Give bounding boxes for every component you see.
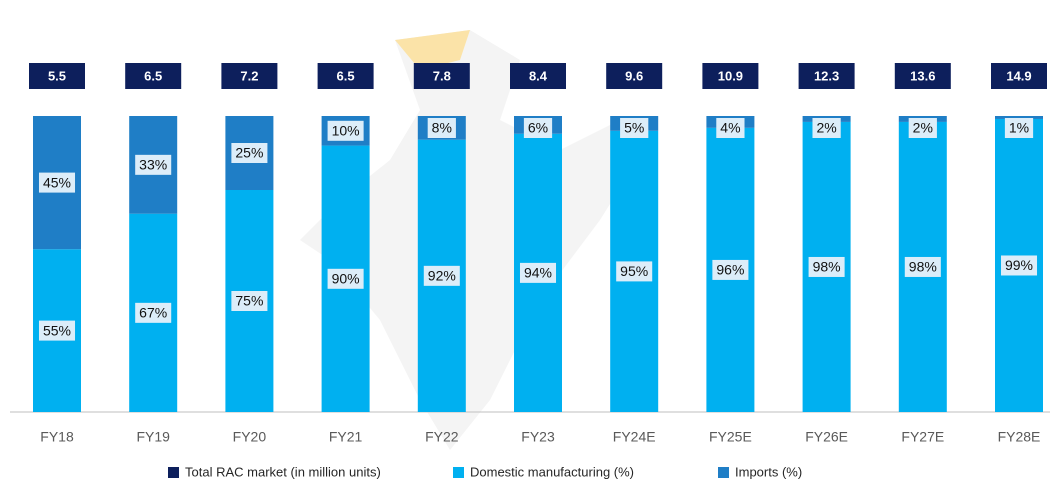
total-box <box>125 63 182 89</box>
total-box <box>317 63 374 89</box>
value-label: 92% <box>428 268 456 284</box>
bar-segment <box>995 116 1043 119</box>
value-label: 67% <box>139 305 167 321</box>
legend-label: Imports (%) <box>735 464 802 479</box>
x-tick-label: FY22 <box>425 429 459 445</box>
label-box <box>808 256 845 277</box>
value-label: 95% <box>620 263 648 279</box>
label-box <box>231 143 268 163</box>
total-label: 12.3 <box>814 68 839 83</box>
label-box <box>135 302 172 323</box>
total-label: 6.5 <box>337 68 355 83</box>
label-box <box>616 261 653 282</box>
value-label: 25% <box>235 145 263 161</box>
total-label: 5.5 <box>48 68 66 83</box>
label-box <box>716 118 745 138</box>
map-backdrop <box>300 30 650 450</box>
x-tick-label: FY25E <box>709 429 752 445</box>
x-tick-label: FY18 <box>40 429 74 445</box>
label-box <box>904 256 941 277</box>
value-label: 4% <box>720 120 740 136</box>
total-box <box>413 63 470 89</box>
x-tick-label: FY19 <box>136 429 170 445</box>
x-tick-label: FY24E <box>613 429 656 445</box>
legend-swatch <box>168 467 179 478</box>
x-tick-label: FY27E <box>901 429 944 445</box>
value-label: 55% <box>43 322 71 338</box>
x-tick-label: FY21 <box>329 429 363 445</box>
label-box <box>523 118 553 138</box>
label-box <box>135 154 172 175</box>
total-label: 6.5 <box>144 68 162 83</box>
value-label: 98% <box>909 259 937 275</box>
total-label: 10.9 <box>718 68 743 83</box>
label-box <box>231 291 268 311</box>
value-label: 2% <box>913 120 933 136</box>
label-box <box>1004 118 1034 138</box>
legend-swatch <box>718 467 729 478</box>
label-box <box>908 118 937 138</box>
map-accent <box>395 30 470 70</box>
value-label: 98% <box>813 259 841 275</box>
total-box <box>991 63 1047 89</box>
value-label: 6% <box>528 120 548 136</box>
total-label: 14.9 <box>1006 68 1031 83</box>
label-box <box>519 262 557 283</box>
total-box <box>510 63 566 89</box>
label-box <box>812 118 841 138</box>
legend-label: Total RAC market (in million units) <box>185 464 381 479</box>
value-label: 1% <box>1009 120 1029 136</box>
total-box <box>29 63 85 89</box>
label-box <box>327 268 364 289</box>
value-label: 8% <box>432 120 452 136</box>
total-label: 9.6 <box>625 68 643 83</box>
label-box <box>423 265 460 286</box>
value-label: 99% <box>1005 257 1033 273</box>
label-box <box>427 118 456 138</box>
total-box <box>798 63 855 89</box>
label-box <box>620 118 649 138</box>
label-box <box>1000 255 1038 276</box>
value-label: 96% <box>716 262 744 278</box>
value-label: 75% <box>235 293 263 309</box>
value-label: 90% <box>332 271 360 287</box>
value-label: 5% <box>624 120 644 136</box>
label-box <box>38 320 76 341</box>
total-box <box>894 63 951 89</box>
x-tick-label: FY26E <box>805 429 848 445</box>
x-tick-label: FY20 <box>233 429 267 445</box>
value-label: 94% <box>524 265 552 281</box>
legend-label: Domestic manufacturing (%) <box>470 464 634 479</box>
total-label: 8.4 <box>529 68 548 83</box>
legend-swatch <box>453 467 464 478</box>
value-label: 10% <box>332 123 360 139</box>
label-box <box>38 172 76 193</box>
label-box <box>327 120 364 141</box>
total-label: 13.6 <box>910 68 935 83</box>
value-label: 33% <box>139 157 167 173</box>
total-label: 7.2 <box>240 68 258 83</box>
x-tick-label: FY23 <box>521 429 555 445</box>
x-tick-label: FY28E <box>998 429 1041 445</box>
total-box <box>221 63 278 89</box>
value-label: 2% <box>816 120 836 136</box>
value-label: 45% <box>43 174 71 190</box>
total-box <box>606 63 663 89</box>
label-box <box>712 259 749 280</box>
total-box <box>702 63 759 89</box>
total-label: 7.8 <box>433 68 451 83</box>
